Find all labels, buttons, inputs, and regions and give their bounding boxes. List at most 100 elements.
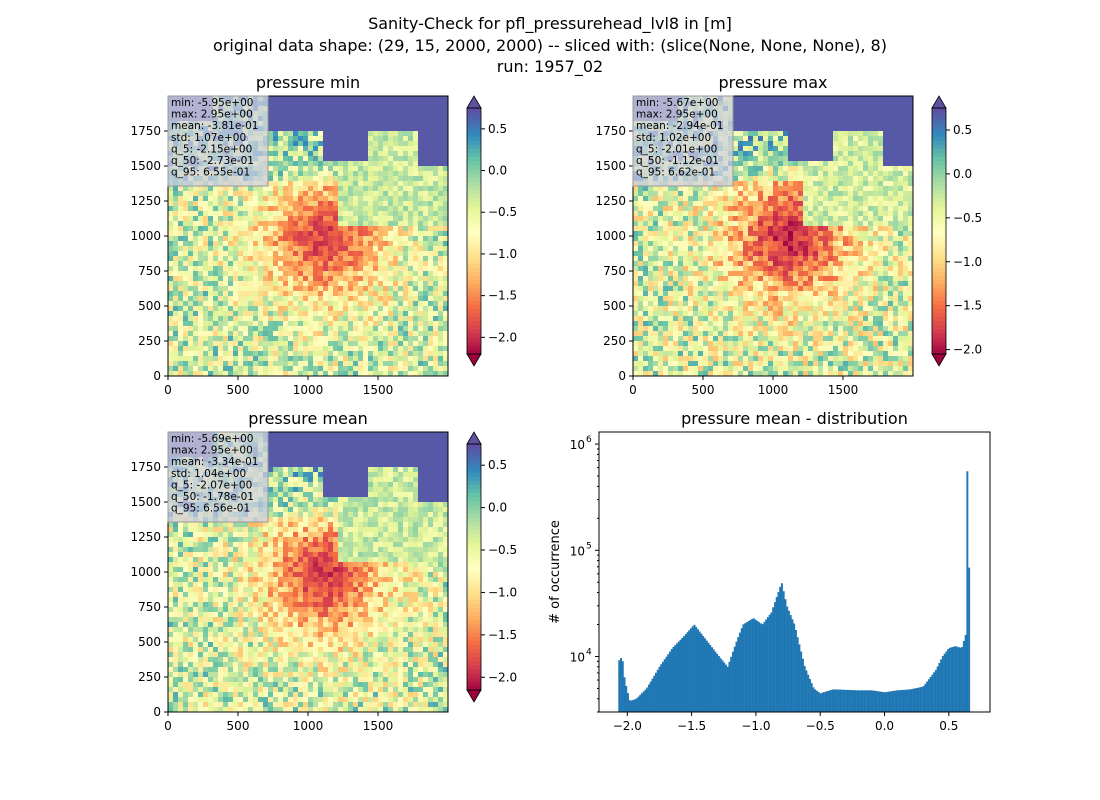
heatmap-cell bbox=[768, 96, 774, 102]
heatmap-cell bbox=[223, 361, 229, 367]
heatmap-cell bbox=[178, 196, 184, 202]
heatmap-cell bbox=[428, 291, 434, 297]
heatmap-cell bbox=[198, 256, 204, 262]
heatmap-cell bbox=[273, 181, 279, 187]
heatmap-cell bbox=[328, 171, 334, 177]
heatmap-cell bbox=[428, 221, 434, 227]
heatmap-cell bbox=[303, 326, 309, 332]
heatmap-cell bbox=[273, 126, 279, 132]
heatmap-cell bbox=[393, 266, 399, 272]
heatmap-cell bbox=[383, 106, 389, 112]
heatmap-cell bbox=[668, 331, 674, 337]
heatmap-cell bbox=[683, 276, 689, 282]
heatmap-cell bbox=[648, 271, 654, 277]
heatmap-cell bbox=[238, 211, 244, 217]
heatmap-cell bbox=[278, 346, 284, 352]
heatmap-cell bbox=[638, 321, 644, 327]
heatmap-cell bbox=[268, 191, 274, 197]
heatmap-cell bbox=[398, 361, 404, 367]
heatmap-cell bbox=[363, 106, 369, 112]
heatmap-cell bbox=[443, 211, 449, 217]
heatmap-cell bbox=[768, 186, 774, 192]
heatmap-cell bbox=[338, 341, 344, 347]
heatmap-cell bbox=[758, 371, 764, 377]
heatmap-cell bbox=[263, 356, 269, 362]
heatmap-cell bbox=[388, 181, 394, 187]
heatmap-cell bbox=[353, 306, 359, 312]
heatmap-cell bbox=[248, 301, 254, 307]
heatmap-cell bbox=[228, 341, 234, 347]
heatmap-cell bbox=[778, 321, 784, 327]
heatmap-cell bbox=[763, 136, 769, 142]
heatmap-cell bbox=[393, 366, 399, 372]
heatmap-cell bbox=[633, 366, 639, 372]
heatmap-cell bbox=[188, 356, 194, 362]
heatmap-cell bbox=[183, 231, 189, 237]
heatmap-cell bbox=[268, 201, 274, 207]
heatmap-cell bbox=[288, 196, 294, 202]
heatmap-cell bbox=[783, 131, 789, 137]
heatmap-cell bbox=[303, 226, 309, 232]
heatmap-cell bbox=[433, 206, 439, 212]
heatmap-cell bbox=[278, 306, 284, 312]
heatmap-cell bbox=[383, 236, 389, 242]
heatmap-cell bbox=[318, 171, 324, 177]
heatmap-cell bbox=[303, 146, 309, 152]
heatmap-cell bbox=[403, 246, 409, 252]
heatmap-cell bbox=[363, 346, 369, 352]
heatmap-cell bbox=[443, 346, 449, 352]
heatmap-cell bbox=[723, 231, 729, 237]
heatmap-cell bbox=[353, 131, 359, 137]
heatmap-cell bbox=[733, 201, 739, 207]
heatmap-cell bbox=[328, 161, 334, 167]
heatmap-cell bbox=[298, 151, 304, 157]
heatmap-cell bbox=[268, 301, 274, 307]
heatmap-cell bbox=[633, 286, 639, 292]
heatmap-cell bbox=[393, 221, 399, 227]
heatmap-cell bbox=[428, 186, 434, 192]
heatmap-cell bbox=[378, 126, 384, 132]
heatmap-cell bbox=[763, 336, 769, 342]
heatmap-cell bbox=[668, 336, 674, 342]
heatmap-cell bbox=[758, 106, 764, 112]
heatmap-cell bbox=[643, 296, 649, 302]
heatmap-cell bbox=[418, 186, 424, 192]
heatmap-cell bbox=[423, 341, 429, 347]
heatmap-cell bbox=[658, 296, 664, 302]
heatmap-cell bbox=[718, 231, 724, 237]
heatmap-cell bbox=[403, 296, 409, 302]
heatmap-cell bbox=[328, 356, 334, 362]
heatmap-cell bbox=[748, 331, 754, 337]
heatmap-cell bbox=[738, 276, 744, 282]
heatmap-cell bbox=[418, 281, 424, 287]
heatmap-cell bbox=[188, 256, 194, 262]
heatmap-cell bbox=[288, 281, 294, 287]
heatmap-cell bbox=[183, 236, 189, 242]
heatmap-cell bbox=[638, 331, 644, 337]
heatmap-cell bbox=[758, 136, 764, 142]
heatmap-cell bbox=[678, 236, 684, 242]
heatmap-cell bbox=[353, 361, 359, 367]
heatmap-cell bbox=[298, 361, 304, 367]
heatmap-cell bbox=[768, 296, 774, 302]
heatmap-cell bbox=[378, 156, 384, 162]
heatmap-cell bbox=[283, 301, 289, 307]
heatmap-cell bbox=[268, 206, 274, 212]
heatmap-cell bbox=[298, 206, 304, 212]
heatmap-cell bbox=[443, 281, 449, 287]
heatmap-cell bbox=[668, 286, 674, 292]
heatmap-cell bbox=[258, 311, 264, 317]
heatmap-cell bbox=[758, 201, 764, 207]
heatmap-cell bbox=[648, 346, 654, 352]
heatmap-cell bbox=[678, 291, 684, 297]
heatmap-cell bbox=[663, 321, 669, 327]
heatmap-cell bbox=[393, 286, 399, 292]
heatmap-cell bbox=[223, 276, 229, 282]
heatmap-cell bbox=[653, 306, 659, 312]
heatmap-cell bbox=[308, 206, 314, 212]
heatmap-cell bbox=[648, 261, 654, 267]
heatmap-cell bbox=[288, 156, 294, 162]
heatmap-cell bbox=[643, 301, 649, 307]
heatmap-cell bbox=[373, 341, 379, 347]
heatmap-cell bbox=[333, 131, 339, 137]
